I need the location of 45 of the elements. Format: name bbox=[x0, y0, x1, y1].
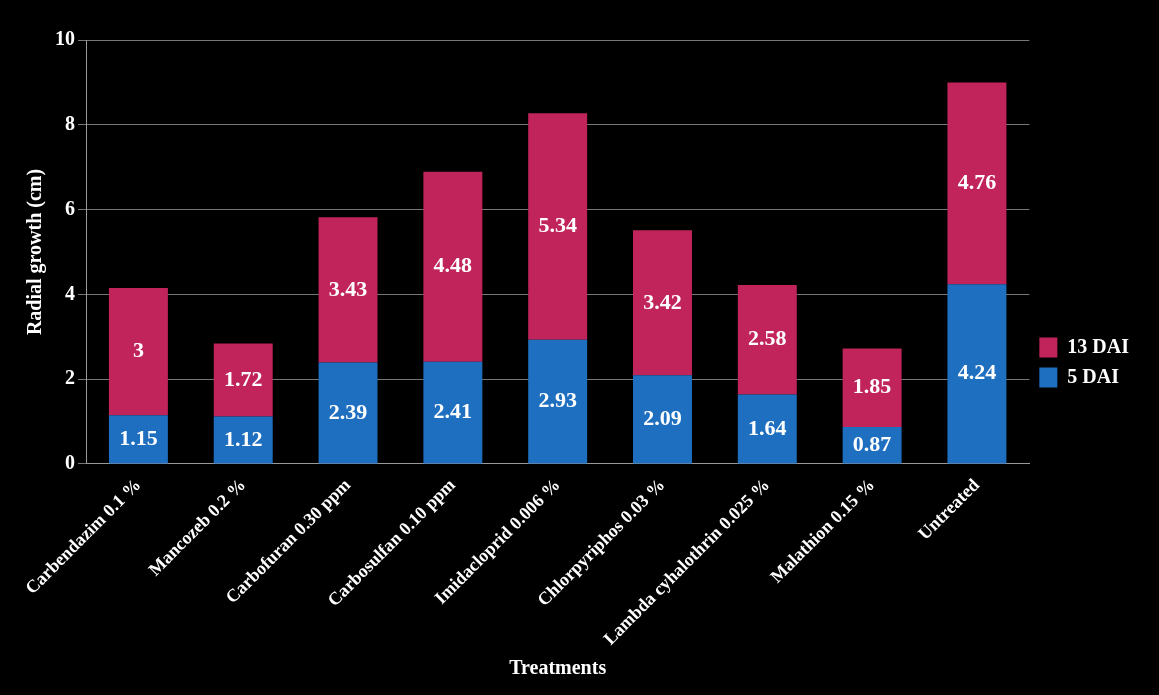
bar bbox=[947, 82, 1007, 285]
bar bbox=[423, 361, 483, 464]
data-label: 1.64 bbox=[748, 414, 787, 440]
bar bbox=[213, 343, 273, 417]
data-label: 4.48 bbox=[433, 252, 473, 278]
bar bbox=[633, 375, 692, 464]
y-tick-label: 10 bbox=[55, 27, 75, 50]
legend-label: 5 DAI bbox=[1067, 364, 1120, 387]
data-label: 2.93 bbox=[538, 387, 577, 413]
data-label: 5.34 bbox=[538, 212, 577, 238]
data-label: 0.87 bbox=[852, 430, 892, 456]
y-tick-label: 2 bbox=[65, 366, 75, 389]
y-tick-label: 0 bbox=[65, 451, 75, 474]
bar bbox=[528, 113, 588, 340]
bar bbox=[528, 339, 588, 464]
bar bbox=[318, 217, 378, 363]
data-label: 4.24 bbox=[957, 359, 997, 385]
y-axis-title: Radial growth (cm) bbox=[23, 168, 47, 336]
y-tick-label: 6 bbox=[65, 196, 75, 219]
data-label: 1.12 bbox=[223, 425, 263, 451]
data-label: 3.42 bbox=[643, 288, 682, 314]
data-label: 3 bbox=[132, 337, 144, 363]
bar bbox=[108, 415, 168, 464]
bar bbox=[737, 394, 797, 464]
data-label: 2.39 bbox=[328, 398, 368, 424]
x-axis-title: Treatments bbox=[509, 656, 607, 679]
data-label: 4.76 bbox=[957, 168, 997, 194]
bar bbox=[737, 285, 797, 395]
data-label: 2.58 bbox=[748, 325, 787, 351]
bar bbox=[842, 348, 902, 428]
data-label: 1.15 bbox=[119, 424, 158, 450]
bar bbox=[947, 284, 1007, 464]
bar bbox=[108, 287, 168, 416]
y-tick-label: 8 bbox=[65, 111, 75, 134]
y-tick-label: 4 bbox=[65, 281, 75, 304]
data-label: 2.41 bbox=[433, 398, 473, 424]
bar bbox=[633, 230, 692, 376]
bar bbox=[213, 416, 273, 464]
data-label: 1.72 bbox=[223, 365, 263, 391]
legend-label: 13 DAI bbox=[1067, 334, 1130, 357]
data-label: 3.43 bbox=[328, 275, 368, 301]
bar bbox=[423, 171, 483, 362]
data-label: 1.85 bbox=[852, 373, 892, 399]
bar bbox=[318, 362, 378, 464]
data-label: 2.09 bbox=[643, 405, 682, 431]
